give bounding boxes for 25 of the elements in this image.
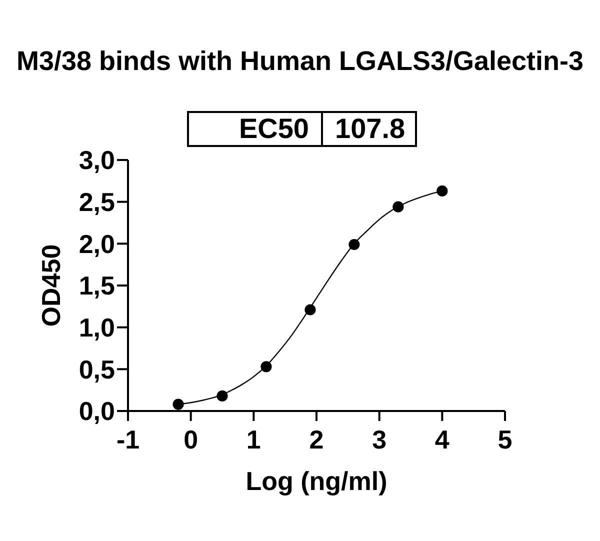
x-tick-label: 0	[184, 424, 198, 454]
y-tick-label: 0,0	[78, 396, 115, 426]
point	[392, 201, 404, 212]
y-tick-label: 3,0	[78, 145, 115, 176]
y-axis-title: OD450	[36, 244, 66, 327]
x-tick-label: 1	[246, 424, 261, 454]
y-tick-label: 2,0	[78, 228, 115, 259]
results-table: EC50 107.8	[187, 111, 417, 147]
x-tick-label: 2	[309, 424, 324, 454]
y-tick-label: 2,5	[78, 187, 115, 218]
x-tick-label: 5	[498, 424, 512, 454]
point	[348, 238, 360, 250]
y-tick-label: 1,0	[78, 312, 115, 343]
x-axis-title: Log (ng/ml)	[246, 466, 388, 496]
x-tick-label: -1	[116, 424, 140, 454]
point	[172, 398, 184, 410]
x-tick-label: 3	[372, 424, 387, 454]
point	[216, 390, 228, 402]
chart-title: M3/38 binds with Human LGALS3/Galectin-3	[15, 45, 585, 77]
point	[436, 185, 448, 196]
point	[260, 361, 272, 372]
y-tick-label: 1,5	[78, 270, 115, 301]
point	[304, 304, 316, 316]
y-tick-label: 0,5	[78, 354, 115, 384]
x-tick-label: 4	[434, 424, 450, 454]
